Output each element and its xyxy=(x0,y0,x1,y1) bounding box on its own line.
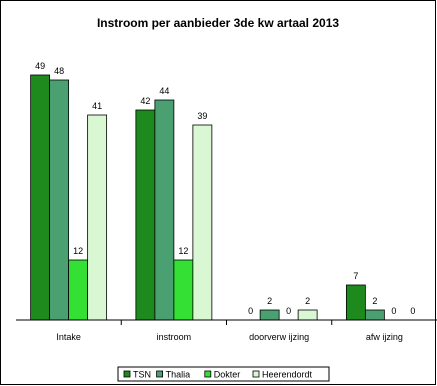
bar-heerendordt-0 xyxy=(87,114,108,321)
value-label-dokter-0: 12 xyxy=(73,246,83,256)
chart-title: Instroom per aanbieder 3de kw artaal 201… xyxy=(97,16,339,30)
bar-thalia-2 xyxy=(259,309,280,321)
legend-swatch-tsn xyxy=(123,370,131,378)
value-label-heerendordt-1: 39 xyxy=(197,111,207,121)
value-label-dokter-3: 0 xyxy=(391,306,396,316)
value-label-dokter-2: 0 xyxy=(286,306,291,316)
value-label-group: 49 48 12 41 42 44 12 39 0 2 0 2 7 2 0 0 xyxy=(35,61,415,316)
value-label-thalia-1: 44 xyxy=(159,86,169,96)
bar-group xyxy=(30,74,385,321)
legend-swatch-dokter xyxy=(204,370,212,378)
x-tick-label-2: doorverw ijzing xyxy=(249,332,309,342)
bar-thalia-1 xyxy=(154,99,175,321)
bar-heerendordt-2 xyxy=(297,309,318,321)
legend-swatch-heerendordt xyxy=(252,370,260,378)
value-label-thalia-3: 2 xyxy=(372,296,377,306)
bar-dokter-1 xyxy=(173,259,194,321)
legend-label-tsn: TSN xyxy=(133,370,151,380)
bar-tsn-0 xyxy=(30,74,51,321)
x-tick-label-3: afw ijzing xyxy=(366,332,403,342)
value-label-dokter-1: 12 xyxy=(178,246,188,256)
bar-thalia-0 xyxy=(49,79,70,321)
value-label-tsn-3: 7 xyxy=(353,271,358,281)
x-tick-group: Intake instroom doorverw ijzing afw ijzing xyxy=(56,320,403,342)
x-tick-label-0: Intake xyxy=(56,332,81,342)
value-label-tsn-1: 42 xyxy=(140,96,150,106)
legend: TSN Thalia Dokter Heerendordt xyxy=(117,366,330,382)
bar-thalia-3 xyxy=(364,309,385,321)
legend-label-thalia: Thalia xyxy=(166,370,191,380)
legend-label-dokter: Dokter xyxy=(214,370,241,380)
legend-box xyxy=(117,366,330,382)
value-label-heerendordt-0: 41 xyxy=(92,101,102,111)
value-label-heerendordt-3: 0 xyxy=(410,306,415,316)
legend-swatch-thalia xyxy=(156,370,164,378)
value-label-thalia-2: 2 xyxy=(267,296,272,306)
legend-label-heerendordt: Heerendordt xyxy=(262,370,313,380)
bar-tsn-1 xyxy=(135,109,156,321)
bar-heerendordt-1 xyxy=(192,124,213,321)
x-tick-label-1: instroom xyxy=(157,332,192,342)
value-label-tsn-0: 49 xyxy=(35,61,45,71)
value-label-tsn-2: 0 xyxy=(248,306,253,316)
value-label-thalia-0: 48 xyxy=(54,66,64,76)
bar-tsn-3 xyxy=(345,284,366,321)
bar-dokter-0 xyxy=(68,259,89,321)
value-label-heerendordt-2: 2 xyxy=(305,296,310,306)
